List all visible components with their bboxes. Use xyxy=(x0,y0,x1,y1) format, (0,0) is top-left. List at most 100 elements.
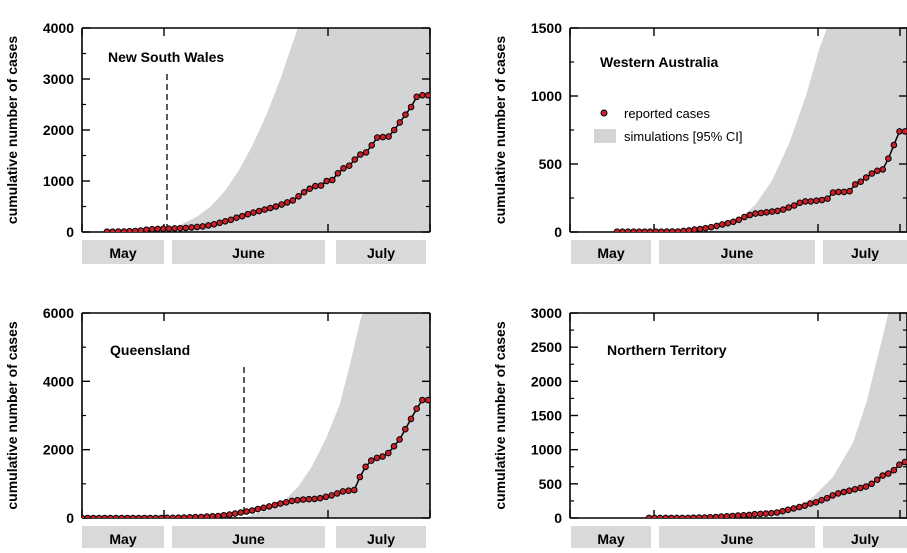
data-point xyxy=(154,225,161,232)
data-point xyxy=(824,195,831,202)
data-point xyxy=(180,514,188,518)
y-tick-label: 2500 xyxy=(531,339,562,355)
data-point xyxy=(757,510,764,518)
month-bar xyxy=(82,526,164,550)
data-point xyxy=(746,211,754,219)
data-point xyxy=(424,92,430,99)
data-point xyxy=(868,480,875,488)
data-point xyxy=(244,210,252,218)
data-point xyxy=(328,492,335,499)
month-bar xyxy=(172,240,325,264)
data-point xyxy=(112,514,120,518)
y-tick-label: 3000 xyxy=(43,71,74,87)
data-point xyxy=(669,228,676,232)
data-point xyxy=(656,514,664,518)
data-point xyxy=(774,207,781,215)
data-point xyxy=(668,514,675,518)
legend-point-marker xyxy=(600,109,608,117)
legend-label-band: simulations [95% CI] xyxy=(624,129,743,144)
data-point xyxy=(356,473,364,481)
data-point xyxy=(120,228,128,232)
data-point xyxy=(131,227,139,232)
data-point xyxy=(379,133,387,141)
data-point xyxy=(835,188,842,196)
data-point xyxy=(334,170,342,177)
data-point xyxy=(193,223,201,231)
data-point xyxy=(329,176,336,184)
data-point xyxy=(862,483,870,490)
data-point xyxy=(323,177,330,185)
data-point xyxy=(713,222,721,230)
data-point xyxy=(402,111,409,118)
data-point xyxy=(165,225,173,232)
data-point xyxy=(95,514,103,518)
data-point xyxy=(101,514,108,518)
month-label: June xyxy=(721,245,754,261)
data-point xyxy=(812,499,820,506)
data-point xyxy=(322,493,330,501)
y-tick-label: 500 xyxy=(539,156,563,172)
data-point xyxy=(250,209,257,216)
ci-band xyxy=(242,313,430,518)
data-point xyxy=(351,156,359,163)
data-point xyxy=(735,216,743,224)
data-point xyxy=(289,197,297,204)
data-point xyxy=(272,203,280,210)
data-point xyxy=(901,458,907,466)
data-point xyxy=(182,224,190,232)
data-point xyxy=(840,188,848,196)
y-tick-label: 2000 xyxy=(531,373,562,389)
data-point xyxy=(141,514,148,518)
data-point xyxy=(261,206,269,213)
y-tick-label: 1000 xyxy=(531,88,562,104)
data-point xyxy=(695,514,703,518)
panel-1: 0 1000 2000 3000 4000 cumulative number of ca… xyxy=(4,20,431,264)
y-tick-label: 0 xyxy=(554,224,562,240)
month-label: June xyxy=(232,531,265,547)
y-tick-label: 4000 xyxy=(43,373,74,389)
data-point xyxy=(407,103,415,111)
data-point xyxy=(757,209,765,217)
data-point xyxy=(300,188,308,196)
data-point xyxy=(267,204,274,212)
data-point xyxy=(851,486,859,493)
data-point xyxy=(407,415,415,423)
ci-band xyxy=(772,313,907,518)
data-point xyxy=(652,228,660,232)
data-point xyxy=(740,512,747,518)
data-point xyxy=(745,511,753,518)
y-tick-label: 1000 xyxy=(43,173,74,189)
y-axis-label: cumulative number of cases xyxy=(4,321,20,510)
data-point xyxy=(210,221,218,228)
data-point xyxy=(379,453,386,460)
data-point xyxy=(701,514,708,518)
data-point xyxy=(163,514,171,518)
data-point xyxy=(768,208,776,215)
data-point xyxy=(260,504,267,512)
data-point xyxy=(305,495,313,503)
data-point xyxy=(368,142,376,149)
data-point xyxy=(696,225,704,232)
data-point xyxy=(857,484,864,492)
data-point xyxy=(306,185,314,192)
y-tick-label: 500 xyxy=(539,476,563,492)
data-point xyxy=(175,514,182,518)
data-point xyxy=(818,196,826,204)
data-point xyxy=(796,503,803,511)
y-axis-label: cumulative number of cases xyxy=(4,36,20,225)
data-point xyxy=(773,509,781,516)
data-point xyxy=(227,216,235,224)
data-point xyxy=(646,228,654,232)
data-point xyxy=(424,396,430,404)
data-point xyxy=(840,488,848,496)
legend-band-swatch xyxy=(594,129,616,143)
data-point xyxy=(129,514,137,518)
data-point xyxy=(231,510,239,517)
data-point xyxy=(730,218,737,226)
data-point xyxy=(402,425,409,433)
data-point xyxy=(396,119,404,126)
data-point xyxy=(357,151,364,158)
month-bar xyxy=(823,240,907,264)
data-point xyxy=(282,499,290,506)
data-point xyxy=(680,227,687,232)
